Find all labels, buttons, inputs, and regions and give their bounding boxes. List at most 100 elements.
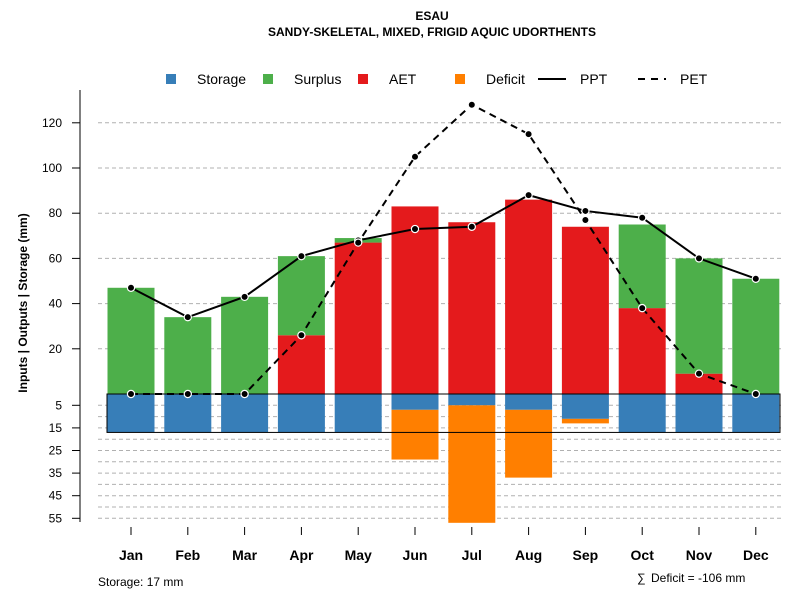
storage-bar — [334, 394, 382, 433]
storage-bar — [221, 394, 269, 433]
aet-legend-swatch — [358, 74, 368, 84]
deficit-legend-swatch — [455, 74, 465, 84]
x-tick-label: Sep — [573, 547, 599, 563]
y-tick-label: 15 — [49, 421, 63, 435]
legend-label: AET — [389, 71, 417, 87]
storage-bar — [277, 394, 325, 433]
x-tick-label: Jun — [403, 547, 428, 563]
legend-label: Surplus — [294, 71, 341, 87]
y-tick-label: 100 — [42, 161, 62, 175]
legend-label: Storage — [197, 71, 246, 87]
y-tick-label: 55 — [49, 511, 63, 525]
legend-label: PET — [680, 71, 708, 87]
surplus-bar — [277, 256, 325, 336]
storage-capacity-band — [106, 393, 781, 433]
ppt-point — [240, 292, 249, 302]
surplus-bar — [107, 287, 155, 394]
aet-bar — [505, 199, 553, 394]
surplus-bar — [221, 296, 269, 394]
ppt-point — [183, 312, 192, 322]
aet-bar — [391, 206, 439, 394]
ppt-point — [694, 254, 704, 263]
ppt-point — [297, 251, 306, 261]
deficit-bar — [448, 405, 496, 523]
storage-note: Storage: 17 mm — [98, 575, 183, 589]
ppt-point — [524, 190, 533, 200]
surplus-legend-swatch — [263, 74, 273, 84]
storage-bar — [618, 394, 666, 433]
surplus-bar — [164, 317, 212, 394]
y-tick-label: 5 — [55, 398, 62, 412]
pet-line — [131, 103, 757, 395]
deficit-bar — [391, 409, 439, 460]
x-tick-label: Jan — [119, 547, 143, 563]
pet-point — [467, 100, 476, 109]
storage-bar — [391, 394, 439, 410]
pet-point — [297, 331, 306, 340]
pet-point — [638, 303, 647, 313]
x-tick-label: Aug — [515, 547, 542, 563]
pet-point — [410, 152, 420, 161]
surplus-bar — [618, 224, 666, 309]
deficit-bar — [561, 418, 609, 424]
pet-point — [694, 369, 704, 378]
surplus-bar — [732, 278, 780, 394]
x-tick-label: Dec — [743, 547, 769, 563]
y-tick-label: 20 — [49, 342, 63, 356]
chart-title: ESAU — [415, 9, 448, 23]
pet-point — [126, 389, 136, 399]
lines — [126, 100, 761, 399]
ppt-point — [467, 222, 476, 231]
legend-label: PPT — [580, 71, 608, 87]
ppt-point — [751, 274, 761, 283]
x-tick-label: Nov — [686, 547, 713, 563]
y-tick-label: 40 — [49, 297, 63, 311]
storage-bar — [505, 394, 553, 410]
y-tick-label: 25 — [49, 444, 63, 458]
aet-bar — [334, 242, 382, 394]
ppt-point — [126, 283, 136, 292]
ppt-point — [638, 213, 647, 222]
pet-point — [751, 389, 761, 399]
gridlines — [98, 122, 783, 519]
y-tick-label: 35 — [49, 466, 63, 480]
pet-point — [581, 215, 590, 225]
storage-bar — [107, 394, 155, 433]
axes: 20 40 60 80 100 120 5 15 25 35 45 55 Jan Feb Mar Apr May… — [42, 90, 769, 563]
x-tick-label: Jul — [462, 547, 482, 563]
legend: Storage Surplus AET Deficit PPT PET — [166, 71, 708, 87]
pet-point — [240, 389, 249, 399]
x-tick-label: Feb — [175, 547, 200, 563]
deficit-note: Deficit = -106 mm — [651, 571, 745, 585]
ppt-line — [130, 194, 757, 319]
x-tick-label: Oct — [631, 547, 655, 563]
x-tick-label: Apr — [289, 547, 314, 563]
storage-band — [106, 393, 781, 433]
x-tick-label: Mar — [232, 547, 257, 563]
y-tick-label: 60 — [49, 251, 63, 265]
storage-bar — [164, 394, 212, 433]
aet-bar — [448, 222, 496, 394]
storage-bar — [732, 394, 780, 433]
pet-point — [354, 238, 363, 247]
y-tick-label: 45 — [49, 489, 63, 503]
pet-point — [183, 389, 192, 399]
ppt-point — [581, 206, 590, 216]
pet-point — [524, 129, 533, 139]
surplus-bar — [675, 258, 723, 374]
storage-bar — [448, 394, 496, 406]
aet-bar — [561, 226, 609, 394]
ppt-point — [410, 224, 420, 234]
aet-bar — [277, 335, 325, 394]
legend-label: Deficit — [486, 71, 525, 87]
y-tick-label: 120 — [42, 116, 62, 130]
sum-symbol-icon: ∑ — [637, 571, 646, 585]
storage-legend-swatch — [166, 74, 176, 84]
y-axis-label: Inputs | Outputs | Storage (mm) — [16, 213, 30, 392]
deficit-bar — [505, 409, 553, 478]
aet-bar — [618, 308, 666, 394]
storage-bar — [675, 394, 723, 433]
bars — [107, 199, 780, 523]
y-tick-label: 80 — [49, 206, 63, 220]
